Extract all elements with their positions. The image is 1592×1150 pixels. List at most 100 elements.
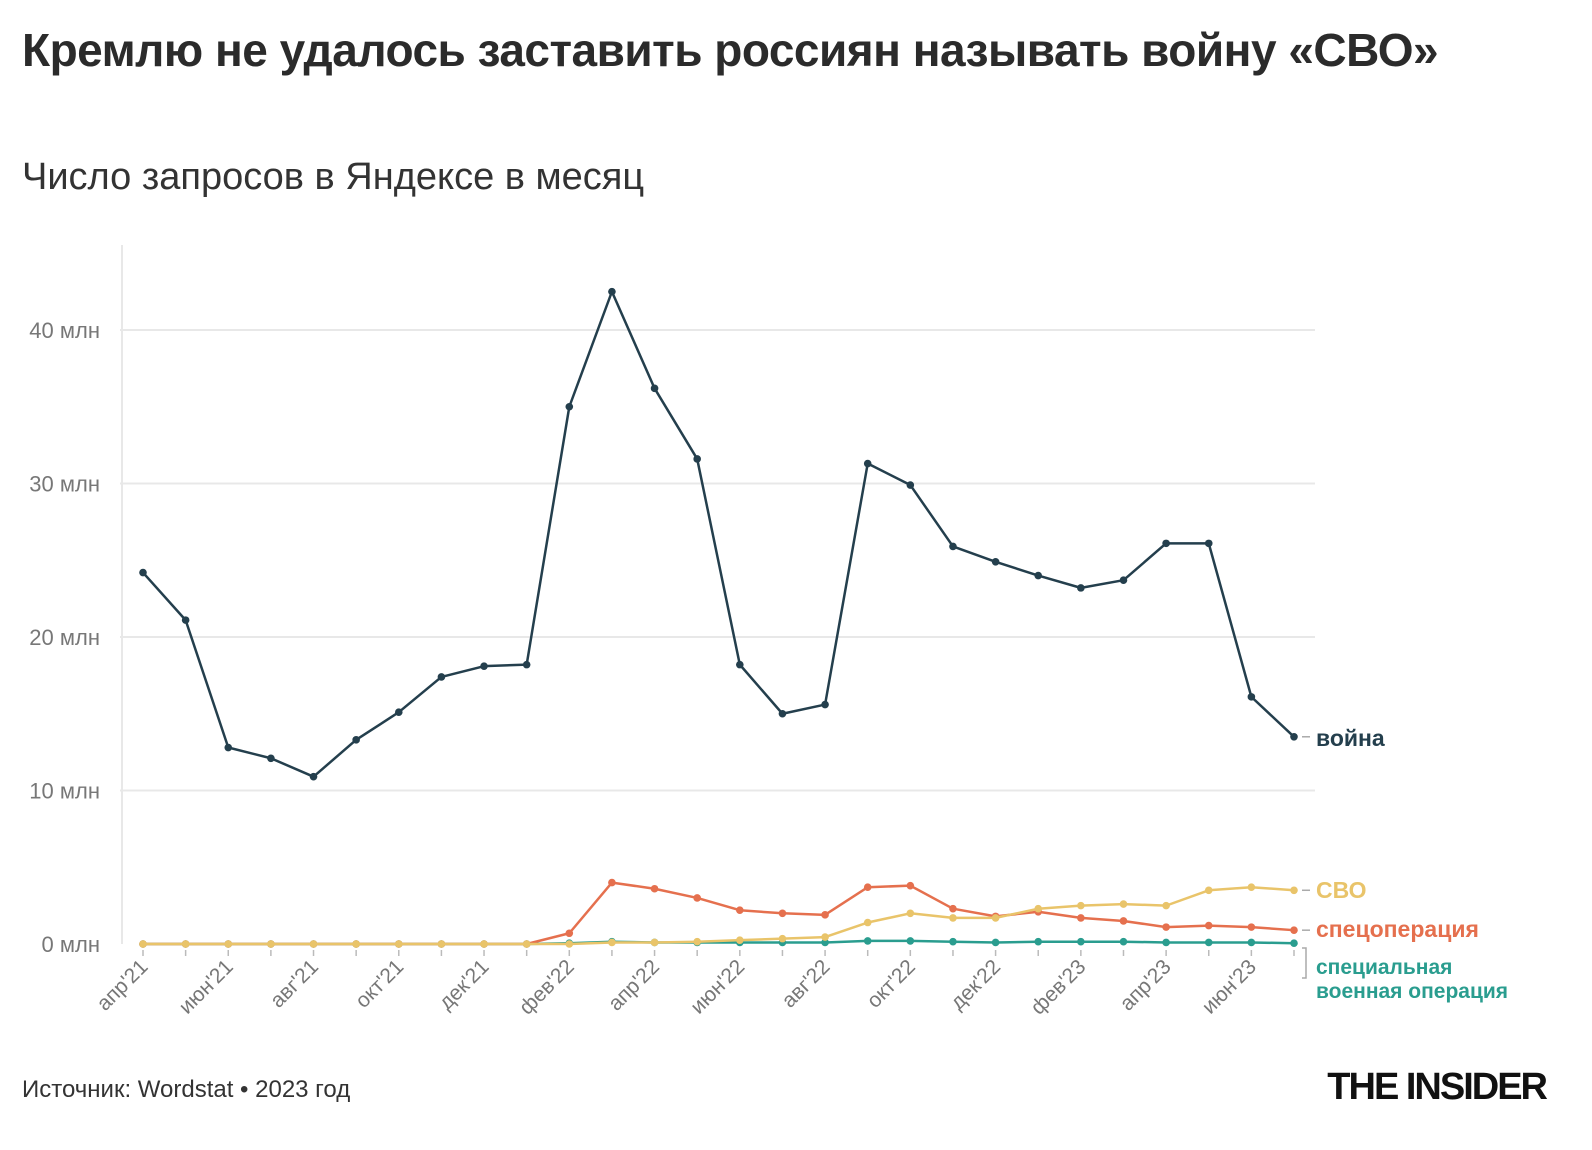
data-point [394,940,403,948]
data-point [522,940,531,948]
data-point [906,937,915,945]
data-point [821,933,829,941]
series-label: специальная [1316,956,1452,979]
chart-subtitle: Число запросов в Яндексе в месяц [22,156,645,198]
data-point [906,881,915,890]
data-point [1119,576,1128,585]
data-point [139,940,147,948]
x-tick-label: авг'22 [777,955,834,1012]
data-point [1119,900,1128,908]
data-point [863,883,872,892]
data-point [1077,901,1085,910]
series-label: спецоперация [1316,916,1479,942]
x-tick-label: апр'23 [1115,955,1175,1015]
data-point [608,878,616,887]
series-label: война [1316,725,1385,751]
data-point [1034,904,1043,913]
x-tick-label: окт'22 [863,955,920,1012]
x-tick-label: авг'21 [266,955,323,1012]
data-point [949,937,957,946]
x-tick-label: фев'22 [515,955,579,1019]
data-point [693,455,701,463]
label-bracket [1302,947,1307,979]
y-tick-label: 30 млн [29,472,100,497]
x-tick-label: дек'22 [946,955,1005,1014]
x-tick-label: апр'21 [92,955,152,1015]
brand-logo: THE INSIDER [1327,1066,1548,1108]
data-point [608,938,616,947]
data-point [863,918,872,927]
data-point [778,934,787,943]
data-point [650,884,659,893]
data-point [991,938,1000,947]
data-point [1162,901,1170,910]
data-point [181,940,190,948]
data-point [991,914,1000,922]
x-tick-label: фев'23 [1026,955,1090,1019]
x-tick-label: июн'23 [1198,955,1261,1018]
data-point [522,660,531,669]
data-point [437,673,446,681]
y-tick-label: 40 млн [29,318,100,343]
data-point [1247,938,1256,947]
data-point [1119,937,1128,946]
x-tick-label: апр'22 [604,955,664,1015]
data-point [1162,923,1170,931]
data-point [352,940,360,948]
x-tick-label: июн'21 [175,955,238,1018]
data-point [1077,914,1085,922]
data-point [736,906,744,915]
chart-title: Кремлю не удалось заставить россиян назы… [22,24,1439,76]
data-point [1034,937,1043,946]
data-point [1290,939,1298,948]
data-point [608,287,616,296]
data-point [309,772,318,781]
y-tick-label: 20 млн [29,625,100,650]
data-point [267,754,275,763]
series-label: военная операция [1316,980,1508,1003]
data-point [565,929,574,938]
data-point [949,542,957,551]
source-note: Источник: Wordstat • 2023 год [22,1076,351,1103]
data-point [1290,732,1298,741]
data-point [736,936,744,944]
data-point [821,911,829,919]
data-point [352,736,360,744]
x-tick-label: июн'22 [686,955,749,1018]
data-point [949,904,957,913]
data-point [1247,693,1256,701]
data-point [693,937,701,946]
data-point [1077,584,1085,592]
data-point [650,938,659,947]
data-point [821,700,829,709]
y-tick-label: 0 млн [42,932,100,957]
data-point [480,940,488,948]
series-label: СВО [1316,877,1367,903]
x-tick-label: окт'21 [351,955,408,1012]
data-point [778,709,787,718]
data-point [1290,886,1298,895]
y-tick-label: 10 млн [29,779,100,804]
data-point [906,909,915,918]
data-point [565,402,574,411]
series-line [143,885,1295,946]
data-point [821,938,829,947]
x-tick-label: дек'21 [435,955,494,1014]
data-point [1290,926,1298,934]
data-point [1204,886,1213,895]
data-point [1034,571,1043,580]
data-point [949,914,957,922]
data-point [863,459,872,468]
data-point [906,481,915,489]
data-point [394,708,403,717]
data-point [1162,539,1170,548]
data-point [863,937,872,945]
data-point [693,894,701,902]
data-point [1077,937,1085,946]
data-point [181,616,190,624]
data-point [565,940,574,948]
data-point [736,660,744,669]
series-line [142,290,1295,778]
data-point [224,743,233,752]
